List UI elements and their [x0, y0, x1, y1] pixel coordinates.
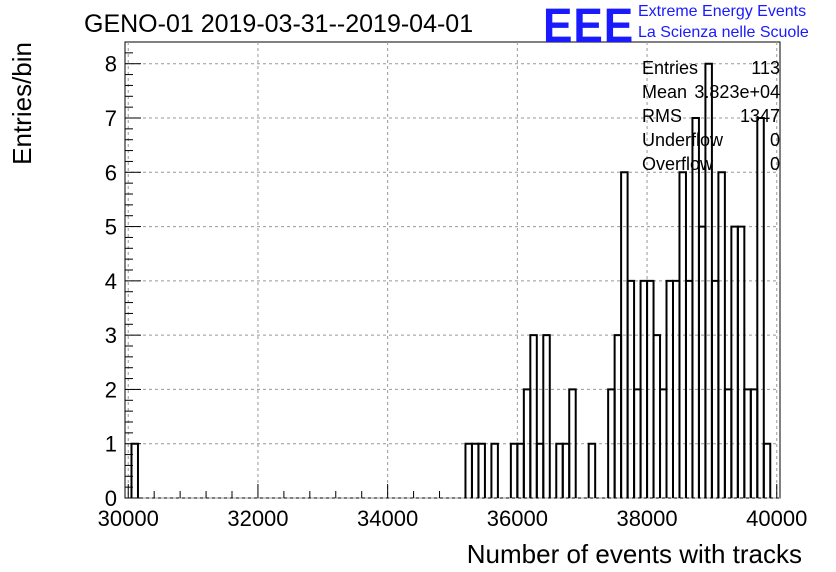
histogram-bin [762, 442, 772, 498]
histogram-bin [529, 334, 538, 498]
y-tick-label: 3 [105, 323, 117, 348]
x-tick-label: 40000 [746, 506, 807, 531]
stat-label: Overflow [642, 154, 714, 174]
y-tick-label: 2 [105, 377, 117, 402]
stat-row-rms: RMS 1347 [642, 106, 780, 130]
stat-label: RMS [642, 106, 682, 126]
x-axis-label: Number of events with tracks [467, 539, 802, 569]
stat-value: 1347 [739, 106, 780, 126]
y-tick-label: 5 [105, 215, 117, 240]
histogram-bin [542, 334, 551, 498]
y-tick-label: 8 [105, 52, 117, 77]
histogram-bin [736, 225, 746, 498]
stat-label: Entries [642, 58, 699, 78]
stat-row-entries: Entries 113 [642, 58, 780, 82]
logo-text-line-2: La Scienza nelle Scuole [638, 24, 809, 41]
x-tick-label: 30000 [98, 506, 159, 531]
x-tick-label: 36000 [487, 506, 548, 531]
y-tick-label: 0 [105, 486, 117, 511]
stat-label: Underflow [642, 130, 724, 150]
histogram-bin [587, 442, 597, 498]
x-tick-label: 38000 [616, 506, 677, 531]
y-tick-label: 4 [105, 269, 117, 294]
y-tick-label: 1 [105, 432, 117, 457]
histogram-bin [477, 442, 486, 498]
histogram-bin [568, 388, 577, 498]
y-axis-label: Entries/bin [7, 42, 37, 165]
stat-value: 0 [769, 154, 780, 174]
x-tick-label: 34000 [357, 506, 418, 531]
stat-value: 0 [769, 130, 780, 150]
x-tick-label: 32000 [227, 506, 288, 531]
stat-value: 113 [751, 58, 780, 78]
stat-row-mean: Mean 3.823e+04 [642, 82, 780, 106]
stat-value: 3.823e+04 [694, 82, 780, 102]
histogram-bin [756, 117, 765, 498]
stat-row-overflow: Overflow 0 [642, 154, 780, 178]
histogram-bin [717, 171, 726, 498]
eee-logo: EEE [543, 0, 635, 53]
y-tick-label: 6 [105, 160, 117, 185]
logo-text-line-1: Extreme Energy Events [638, 3, 807, 20]
plot-title: GENO-01 2019-03-31--2019-04-01 [84, 10, 474, 38]
stat-label: Mean [642, 82, 688, 102]
y-tick-label: 7 [105, 106, 117, 131]
stats-box: Entries 113 Mean 3.823e+04 RMS 1347 Unde… [642, 58, 780, 178]
stat-row-underflow: Underflow 0 [642, 130, 780, 154]
histogram-bin [490, 442, 499, 498]
histogram-bin [130, 442, 139, 498]
